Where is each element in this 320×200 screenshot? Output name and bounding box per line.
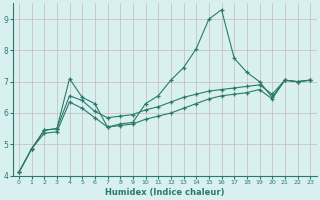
X-axis label: Humidex (Indice chaleur): Humidex (Indice chaleur)	[105, 188, 224, 197]
